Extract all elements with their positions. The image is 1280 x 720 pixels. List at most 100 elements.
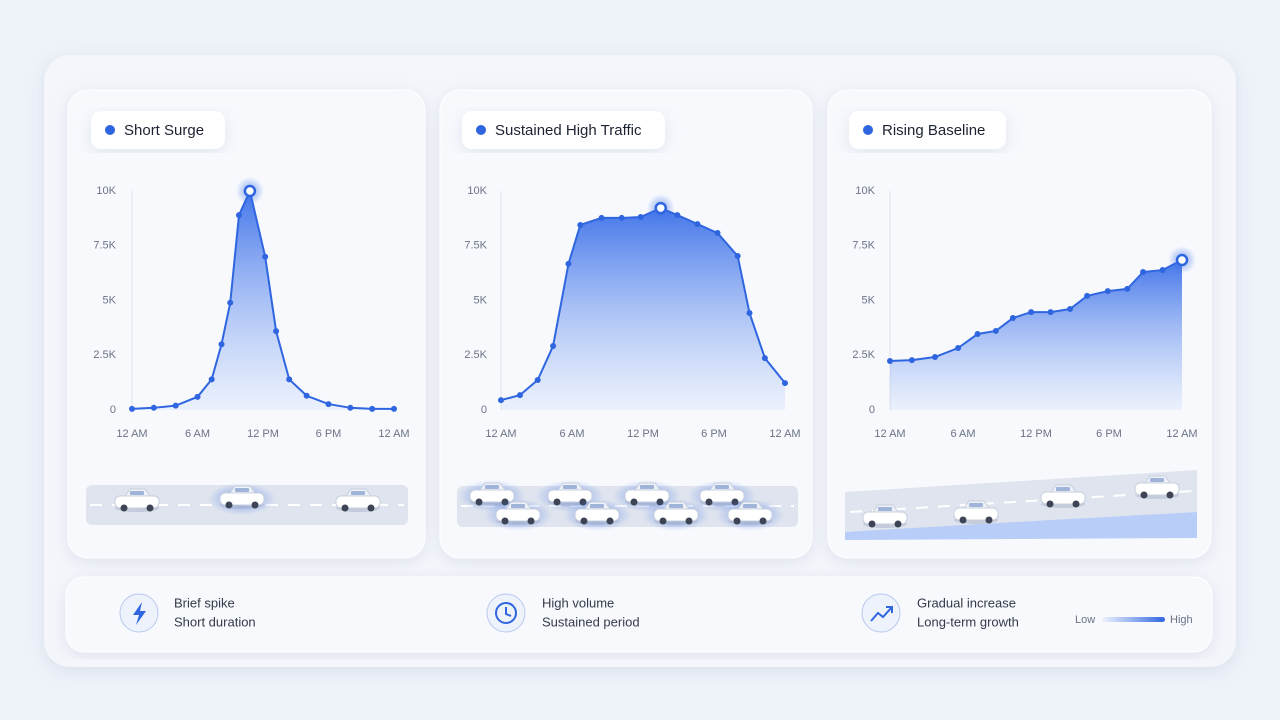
y-tick-label: 2.5K (464, 349, 487, 361)
highlight-point (243, 184, 257, 198)
car-window (511, 504, 525, 508)
road-marking (849, 490, 1194, 513)
point (129, 405, 135, 412)
point (694, 221, 701, 228)
legend-high: High (1170, 614, 1193, 626)
car-wheel (630, 498, 638, 506)
car-wheel (1046, 500, 1054, 508)
point (550, 343, 557, 350)
title-dot (476, 125, 486, 135)
car-wheel (985, 516, 993, 524)
car-window (640, 485, 654, 489)
chart-title: Sustained High Traffic (495, 122, 642, 139)
car-wheel (225, 501, 233, 509)
footer-line: Brief spike (174, 595, 235, 610)
point (347, 404, 354, 411)
car-window (743, 504, 757, 508)
footer-bar (65, 576, 1213, 653)
car-window (235, 488, 249, 492)
point (734, 253, 741, 260)
car-wheel (501, 517, 509, 525)
area (501, 208, 785, 410)
x-tick-label: 12 PM (1020, 428, 1052, 440)
x-tick-label: 6 AM (950, 428, 975, 440)
point (598, 214, 605, 221)
point (516, 392, 523, 399)
x-tick-label: 6 PM (1096, 428, 1122, 440)
x-tick-label: 12 AM (1166, 428, 1197, 440)
x-tick-label: 12 PM (247, 428, 279, 440)
y-tick-label: 7.5K (93, 240, 116, 252)
x-tick-label: 6 AM (185, 428, 210, 440)
car-wheel (868, 520, 876, 528)
x-tick-label: 6 AM (559, 428, 584, 440)
point (273, 328, 280, 335)
car-wheel (341, 504, 349, 512)
car-window (969, 503, 983, 507)
area (132, 191, 394, 410)
point (235, 212, 242, 219)
car-wheel (527, 517, 535, 525)
point (1159, 267, 1166, 274)
car-window (669, 504, 683, 508)
point (1009, 315, 1016, 322)
car-window (485, 485, 499, 489)
bolt (133, 602, 146, 625)
x-tick-label: 12 AM (116, 428, 147, 440)
car-window (715, 485, 729, 489)
car-wheel (580, 517, 588, 525)
point (955, 345, 962, 352)
point (674, 212, 681, 219)
y-tick-label: 0 (481, 404, 487, 416)
y-tick-label: 7.5K (852, 240, 875, 252)
point (208, 376, 215, 383)
car-wheel (553, 498, 561, 506)
car-wheel (759, 517, 767, 525)
car-wheel (1166, 491, 1174, 499)
point (887, 357, 893, 364)
title-dot (863, 125, 873, 135)
car-window (130, 491, 144, 495)
car-wheel (367, 504, 375, 512)
line (889, 259, 1183, 362)
y-tick-label: 7.5K (464, 240, 487, 252)
y-tick-label: 2.5K (852, 349, 875, 361)
point (1047, 309, 1054, 316)
car-wheel (733, 517, 741, 525)
point (172, 402, 179, 409)
point (218, 341, 225, 348)
car-wheel (685, 517, 693, 525)
footer-line: Short duration (174, 614, 256, 629)
car-wheel (705, 498, 713, 506)
footer-line: High volume (542, 595, 614, 610)
x-tick-label: 6 PM (701, 428, 727, 440)
x-tick-label: 12 PM (627, 428, 659, 440)
car-window (1056, 487, 1070, 491)
highlight-point (654, 201, 667, 215)
point (325, 401, 332, 408)
clock-hands (505, 607, 512, 617)
y-tick-label: 0 (869, 404, 875, 416)
trend (870, 606, 893, 622)
road (845, 470, 1197, 532)
title-dot (105, 125, 115, 135)
y-tick-label: 10K (855, 185, 875, 197)
title-pill (91, 111, 225, 149)
highlight-point (1175, 253, 1189, 267)
point (974, 331, 981, 338)
chart-title: Short Surge (124, 122, 204, 139)
car-wheel (959, 516, 967, 524)
point (577, 221, 584, 228)
point (746, 309, 753, 316)
point (1124, 285, 1131, 292)
point (1067, 306, 1074, 313)
car-wheel (120, 504, 128, 512)
point (303, 392, 310, 399)
footer-line: Sustained period (542, 614, 640, 629)
x-tick-label: 12 AM (769, 428, 800, 440)
point (262, 253, 269, 260)
point (194, 393, 201, 400)
point (565, 260, 572, 267)
y-tick-label: 5K (474, 294, 488, 306)
